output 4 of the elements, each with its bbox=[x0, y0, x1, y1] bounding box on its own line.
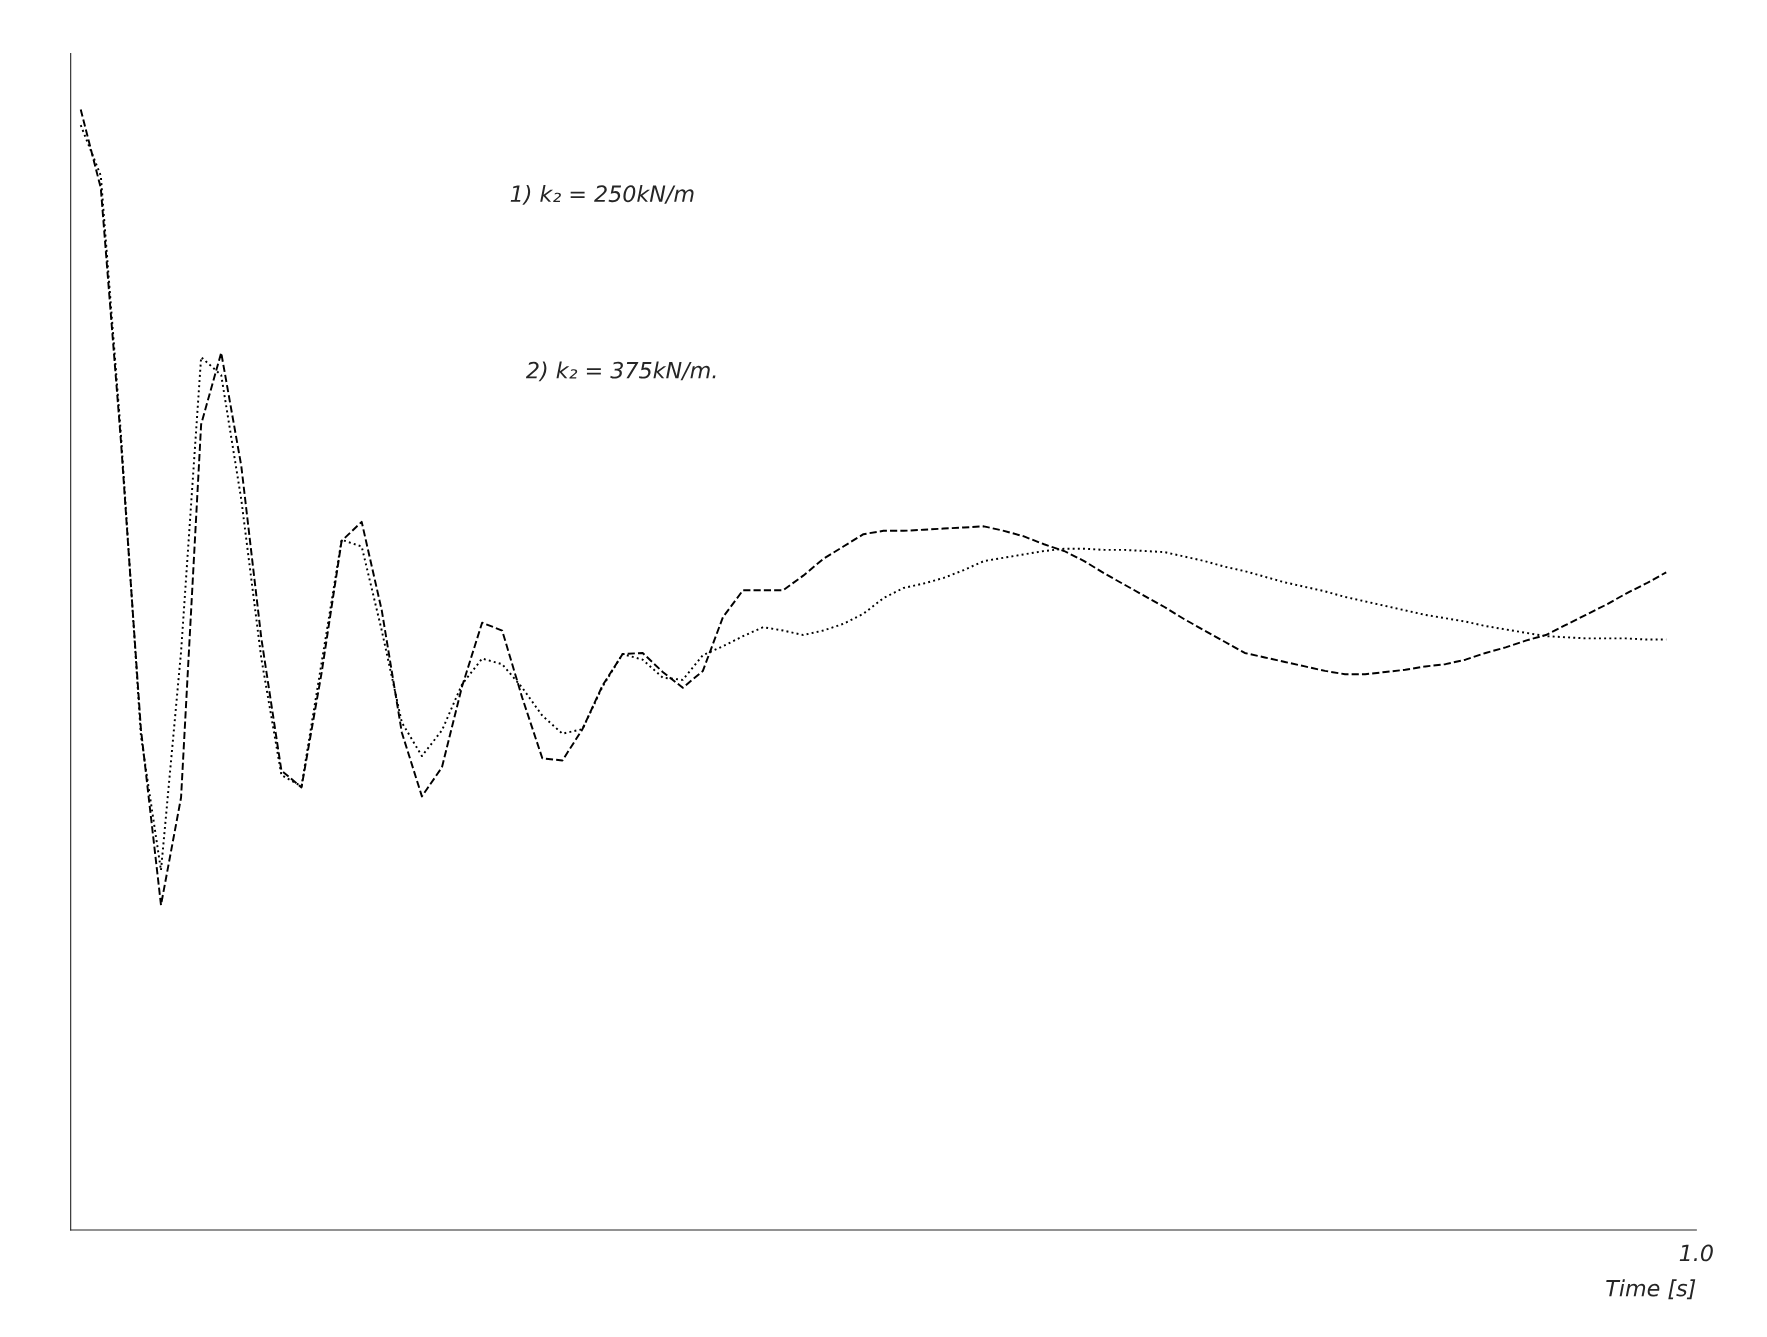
x-axis-title: Time [s] bbox=[1606, 1279, 1696, 1300]
annotation: 1) k₂ = 250kN/m bbox=[510, 184, 694, 205]
text: 1.0 bbox=[1679, 1244, 1713, 1262]
annotation: 2) k₂ = 375kN/m. bbox=[525, 361, 716, 382]
